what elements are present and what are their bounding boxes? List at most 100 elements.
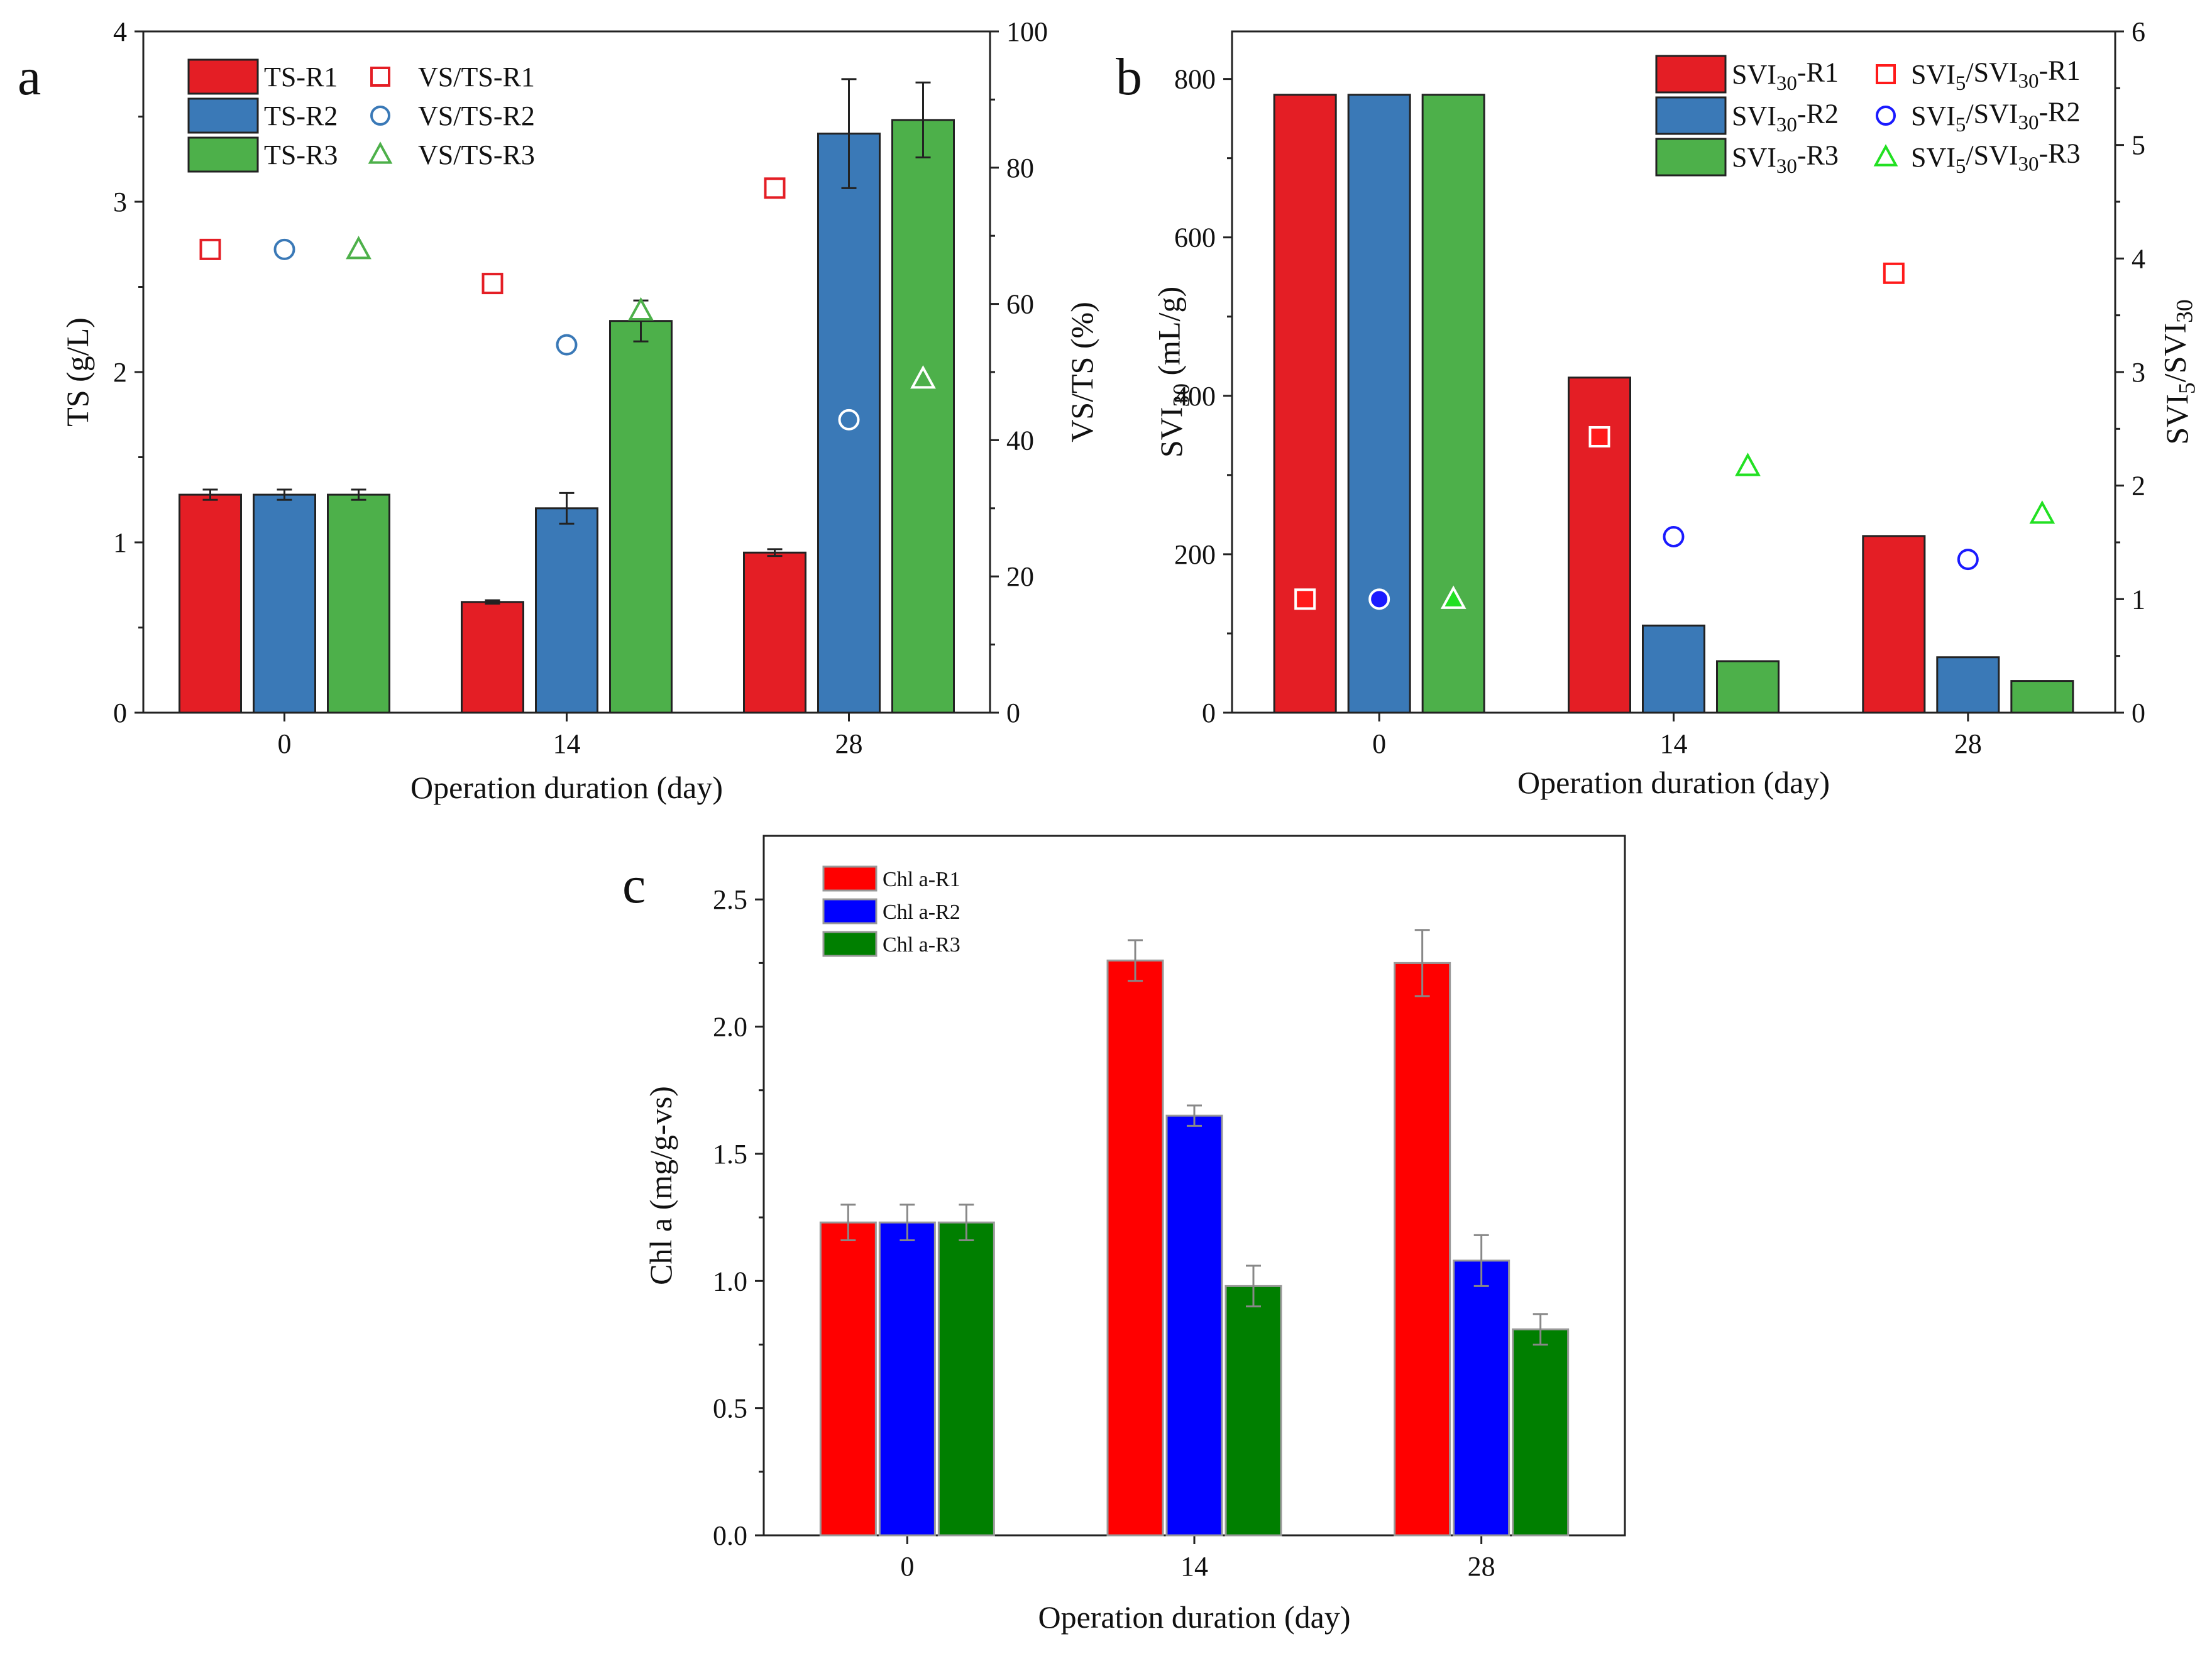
- legend-label-Chl a-R2: Chl a-R2: [883, 901, 960, 924]
- legend-marker-VS/TS-R2: [370, 106, 390, 126]
- y2-tick-label: 2: [2132, 471, 2145, 502]
- legend-marker-SVI5/SVI30-R2: [1876, 106, 1896, 126]
- y-tick-label: 0: [1202, 698, 1216, 728]
- legend-label-SVI30-R2: SVI30-R2: [1732, 99, 1839, 136]
- y-axis-label-group: Chl a (mg/g-vs): [643, 1086, 678, 1285]
- y2-axis-label: SVI5/SVI30: [2157, 299, 2200, 444]
- legend-label-VS/TS-R3: VS/TS-R3: [418, 140, 535, 170]
- x-axis-label: Operation duration (day): [1038, 1599, 1350, 1635]
- marker-SVI5/SVI30-R3: [2029, 500, 2055, 524]
- x-tick-label: 0: [900, 1551, 914, 1582]
- y-axis-label: Chl a (mg/g-vs): [643, 1086, 678, 1285]
- bar-TS-R3: [609, 320, 673, 714]
- legend-swatch-TS-R1: [187, 58, 259, 95]
- x-tick-label: 14: [553, 728, 581, 759]
- panel-letter: c: [622, 856, 646, 914]
- y-axis-label: SVI30 (mL/g): [1151, 287, 1194, 458]
- legend-label-SVI5/SVI30-R3: SVI5/SVI30-R3: [1911, 138, 2081, 178]
- y2-tick-label: 6: [2132, 16, 2145, 47]
- bar-TS-R1: [743, 551, 806, 714]
- y-tick-label: 2.5: [713, 884, 747, 915]
- x-tick-label: 28: [835, 728, 863, 759]
- y2-tick-label: 4: [2132, 243, 2145, 274]
- panel-c: c 0.0 0.5 1.0 1.5 2.0 2.5 0 14 28 Operation durati…: [622, 835, 1626, 1635]
- y-tick-label: 1.0: [713, 1266, 747, 1297]
- y2-tick-label: 40: [1006, 425, 1034, 456]
- legend-label-SVI30-R3: SVI30-R3: [1732, 140, 1839, 178]
- y-axis-label: TS (g/L): [60, 317, 95, 427]
- bar-TS-R1: [461, 601, 524, 714]
- bar-TS-R3: [327, 493, 390, 714]
- bar-SVI30-R3: [1421, 94, 1485, 714]
- legend-swatch-TS-R2: [187, 97, 259, 134]
- y2-axis-label-group: SVI5/SVI30: [2157, 299, 2200, 444]
- bar-SVI30-R2: [1347, 94, 1411, 714]
- marker-SVI5/SVI30-R1: [1294, 588, 1316, 610]
- marker-VS/TS-R3: [628, 297, 654, 321]
- legend-label-TS-R3: TS-R3: [264, 140, 338, 170]
- marker-VS/TS-R2: [556, 334, 578, 356]
- marker-VS/TS-R2: [273, 238, 295, 260]
- y-tick-label: 1: [113, 527, 127, 558]
- y-axis-label-group: TS (g/L): [60, 317, 95, 427]
- bar-SVI30-R3: [1716, 660, 1780, 714]
- legend-swatch-Chl a-R3: [822, 931, 878, 957]
- panel-b: b 0 200 400 600 800 0 1 2 3 4 5 6 0 14 28 Operation dura…: [1116, 16, 2200, 800]
- bar-SVI30-R1: [1273, 94, 1337, 714]
- x-tick-label: 14: [1660, 728, 1688, 759]
- marker-VS/TS-R3: [910, 365, 936, 389]
- bar-Chl a-R2: [1165, 1114, 1223, 1537]
- marker-VS/TS-R1: [199, 238, 221, 260]
- y-axis-label-group: SVI30 (mL/g): [1151, 287, 1194, 458]
- bar-Chl a-R1: [1394, 962, 1451, 1537]
- bar-TS-R3: [891, 119, 955, 714]
- y2-axis-label: VS/TS (%): [1064, 302, 1099, 442]
- marker-SVI5/SVI30-R2: [1663, 525, 1685, 547]
- bar-SVI30-R1: [1862, 535, 1926, 714]
- y-tick-label: 800: [1174, 64, 1216, 95]
- y-tick-label: 600: [1174, 222, 1216, 253]
- panel-letter: b: [1116, 48, 1142, 106]
- bar-TS-R2: [253, 493, 316, 714]
- legend-label-SVI5/SVI30-R1: SVI5/SVI30-R1: [1911, 55, 2081, 94]
- x-tick-label: 0: [278, 728, 292, 759]
- bar-SVI30-R3: [2010, 680, 2074, 714]
- legend-label-Chl a-R3: Chl a-R3: [883, 933, 960, 957]
- marker-SVI5/SVI30-R3: [1440, 585, 1466, 609]
- y2-tick-label: 5: [2132, 130, 2145, 161]
- x-tick-label: 28: [1954, 728, 1982, 759]
- marker-SVI5/SVI30-R2: [1368, 588, 1390, 610]
- x-axis-label: Operation duration (day): [410, 770, 723, 805]
- legend-marker-SVI5/SVI30-R1: [1876, 64, 1896, 84]
- legend: Chl a-R1 Chl a-R2 Chl a-R3: [822, 865, 960, 957]
- marker-VS/TS-R1: [764, 177, 786, 199]
- bar-Chl a-R3: [1512, 1328, 1570, 1537]
- y2-tick-label: 0: [2132, 698, 2145, 728]
- legend-label-SVI5/SVI30-R2: SVI5/SVI30-R2: [1911, 96, 2081, 136]
- bar-Chl a-R3: [1224, 1285, 1282, 1537]
- y2-tick-label: 1: [2132, 584, 2145, 615]
- marker-SVI5/SVI30-R3: [1735, 452, 1761, 476]
- y-tick-label: 200: [1174, 539, 1216, 570]
- marker-SVI5/SVI30-R2: [1957, 549, 1979, 571]
- y2-tick-label: 20: [1006, 561, 1034, 592]
- legend-marker-VS/TS-R1: [370, 67, 390, 87]
- marker-VS/TS-R1: [481, 273, 503, 295]
- y-tick-label: 0.5: [713, 1393, 747, 1424]
- y-tick-label: 4: [113, 16, 127, 47]
- marker-VS/TS-R3: [346, 236, 371, 260]
- legend-label-TS-R1: TS-R1: [264, 62, 338, 92]
- legend-swatch-TS-R3: [187, 136, 259, 173]
- y2-tick-label: 0: [1006, 698, 1020, 728]
- bar-Chl a-R3: [937, 1221, 995, 1537]
- marker-SVI5/SVI30-R1: [1883, 262, 1905, 284]
- legend-swatch-SVI30-R2: [1655, 96, 1727, 135]
- marker-VS/TS-R2: [838, 409, 860, 430]
- y2-tick-label: 100: [1006, 16, 1048, 47]
- legend-marker-SVI5/SVI30-R3: [1873, 144, 1898, 167]
- legend-label-Chl a-R1: Chl a-R1: [883, 868, 960, 891]
- legend-swatch-Chl a-R1: [822, 865, 878, 892]
- bar-Chl a-R1: [819, 1221, 877, 1537]
- bar-TS-R2: [535, 507, 598, 714]
- y-tick-label: 1.5: [713, 1139, 747, 1170]
